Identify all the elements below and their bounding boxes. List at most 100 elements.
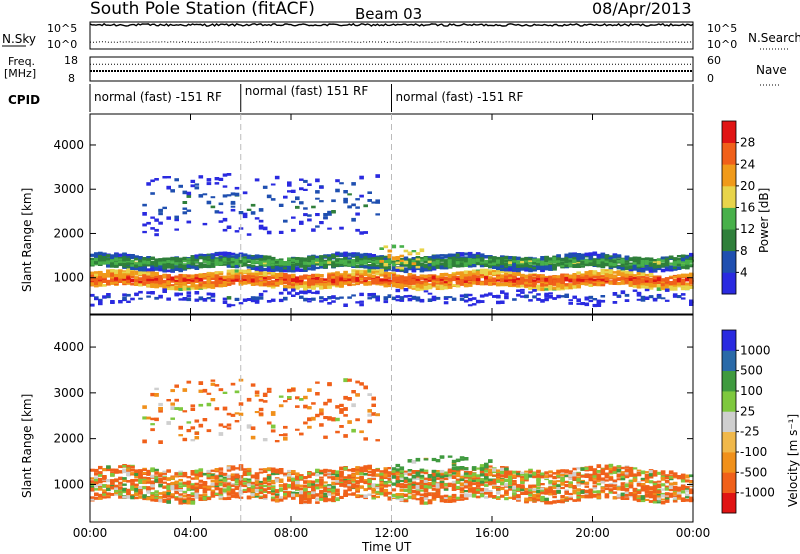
heatmap-cell — [548, 280, 553, 284]
heatmap-cell — [624, 278, 630, 283]
heatmap-cell — [307, 258, 312, 262]
heatmap-cell — [335, 253, 340, 258]
heatmap-cell — [323, 283, 328, 287]
heatmap-cell — [106, 281, 111, 286]
heatmap-cell — [202, 264, 208, 268]
heatmap-cell — [423, 284, 429, 288]
heatmap-cell — [479, 265, 485, 268]
heatmap-cell — [206, 273, 212, 276]
heatmap-cell — [134, 478, 139, 482]
heatmap-cell — [278, 291, 284, 295]
heatmap-cell — [218, 271, 224, 274]
heatmap-cell — [198, 194, 204, 198]
heatmap-cell — [528, 291, 533, 294]
heatmap-cell — [303, 265, 308, 268]
heatmap-cell — [451, 262, 457, 266]
heatmap-cell — [98, 300, 103, 303]
heatmap-cell — [592, 303, 598, 308]
heatmap-cell — [174, 257, 179, 260]
heatmap-cell — [190, 255, 196, 258]
heatmap-cell — [528, 264, 533, 268]
heatmap-cell — [451, 256, 457, 261]
heatmap-cell — [278, 265, 284, 270]
heatmap-cell — [644, 279, 650, 283]
heatmap-cell — [620, 270, 626, 273]
heatmap-cell — [202, 284, 208, 288]
heatmap-cell — [636, 291, 642, 295]
heatmap-cell — [158, 492, 163, 495]
heatmap-cell — [142, 494, 147, 497]
heatmap-cell — [395, 279, 401, 283]
heatmap-cell — [459, 275, 465, 280]
heatmap-cell — [508, 267, 513, 272]
heatmap-cell — [552, 267, 557, 271]
heatmap-cell — [258, 262, 264, 265]
heatmap-cell — [319, 266, 324, 269]
heatmap-cell — [415, 275, 421, 279]
heatmap-cell — [383, 279, 389, 283]
heatmap-cell — [620, 264, 626, 268]
heatmap-cell — [154, 264, 159, 267]
heatmap-cell — [568, 283, 573, 286]
heatmap-cell — [311, 255, 316, 259]
heatmap-cell — [331, 273, 336, 276]
heatmap-cell — [311, 261, 316, 265]
heatmap-cell — [254, 299, 260, 302]
heatmap-cell — [528, 299, 533, 302]
heatmap-cell — [672, 263, 678, 266]
heatmap-cell — [254, 178, 260, 182]
colorbar-tick-label: 12 — [740, 222, 755, 236]
heatmap-cell — [146, 479, 151, 482]
heatmap-cell — [520, 268, 525, 271]
heatmap-cell — [274, 278, 280, 281]
heatmap-cell — [102, 484, 107, 488]
heatmap-cell — [644, 261, 650, 265]
heatmap-cell — [250, 265, 256, 268]
heatmap-cell — [138, 277, 143, 280]
heatmap-cell — [636, 293, 642, 297]
heatmap-cell — [118, 258, 123, 261]
heatmap-cell — [367, 253, 372, 257]
heatmap-cell — [234, 298, 240, 301]
heatmap-cell — [327, 274, 332, 278]
heatmap-cell — [403, 256, 409, 261]
heatmap-cell — [299, 187, 304, 191]
heatmap-cell — [383, 259, 389, 264]
heatmap-cell — [311, 278, 316, 281]
heatmap-cell — [660, 281, 666, 285]
heatmap-cell — [150, 271, 155, 275]
heatmap-cell — [467, 304, 473, 307]
heatmap-cell — [150, 227, 155, 230]
heatmap-cell — [266, 278, 272, 281]
heatmap-cell — [419, 265, 425, 269]
heatmap-cell — [411, 278, 417, 281]
heatmap-cell — [371, 260, 376, 263]
heatmap-cell — [439, 281, 445, 284]
heatmap-cell — [479, 253, 485, 257]
heatmap-cell — [194, 274, 200, 278]
heatmap-cell — [632, 256, 638, 259]
heatmap-cell — [315, 263, 320, 266]
heatmap-cell — [114, 264, 119, 268]
heatmap-cell — [134, 492, 139, 496]
heatmap-cell — [383, 245, 389, 249]
heatmap-cell — [680, 254, 686, 258]
heatmap-cell — [648, 257, 654, 262]
heatmap-cell — [640, 261, 646, 265]
heatmap-cell — [484, 260, 489, 264]
heatmap-cell — [656, 266, 662, 270]
heatmap-cell — [419, 274, 425, 278]
heatmap-cell — [540, 260, 545, 264]
heatmap-cell — [206, 276, 212, 281]
heatmap-cell — [355, 259, 360, 263]
heatmap-cell — [363, 255, 368, 258]
heatmap-cell — [576, 253, 581, 256]
heatmap-cell — [383, 263, 389, 267]
heatmap-cell — [371, 292, 376, 296]
heatmap-cell — [246, 258, 252, 261]
heatmap-cell — [387, 273, 393, 278]
heatmap-cell — [600, 270, 606, 274]
heatmap-cell — [467, 261, 473, 265]
heatmap-cell — [170, 268, 175, 273]
heatmap-cell — [600, 265, 606, 268]
